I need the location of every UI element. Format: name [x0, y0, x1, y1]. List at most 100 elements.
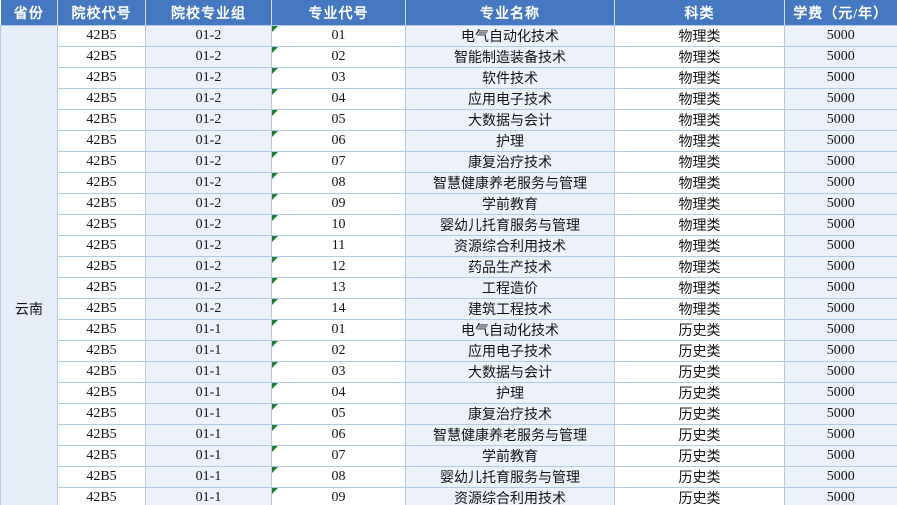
- college-code-cell[interactable]: 42B5: [57, 298, 146, 320]
- college-code-cell[interactable]: 42B5: [57, 46, 146, 68]
- category-cell[interactable]: 历史类: [614, 445, 785, 467]
- major-code-cell[interactable]: 05: [271, 109, 406, 131]
- fee-cell[interactable]: 5000: [784, 403, 897, 425]
- college-code-cell[interactable]: 42B5: [57, 88, 146, 110]
- college-code-cell[interactable]: 42B5: [57, 319, 146, 341]
- category-cell[interactable]: 物理类: [614, 214, 785, 236]
- major-name-cell[interactable]: 应用电子技术: [405, 340, 615, 362]
- college-group-cell[interactable]: 01-1: [145, 340, 272, 362]
- college-group-cell[interactable]: 01-1: [145, 487, 272, 505]
- major-name-cell[interactable]: 婴幼儿托育服务与管理: [405, 466, 615, 488]
- category-cell[interactable]: 历史类: [614, 319, 785, 341]
- fee-cell[interactable]: 5000: [784, 466, 897, 488]
- major-code-cell[interactable]: 04: [271, 88, 406, 110]
- category-cell[interactable]: 物理类: [614, 130, 785, 152]
- category-cell[interactable]: 物理类: [614, 67, 785, 89]
- college-group-cell[interactable]: 01-1: [145, 466, 272, 488]
- major-name-cell[interactable]: 学前教育: [405, 445, 615, 467]
- major-code-cell[interactable]: 02: [271, 340, 406, 362]
- fee-cell[interactable]: 5000: [784, 25, 897, 47]
- category-cell[interactable]: 物理类: [614, 46, 785, 68]
- header-category[interactable]: 科类: [614, 0, 785, 26]
- college-code-cell[interactable]: 42B5: [57, 382, 146, 404]
- category-cell[interactable]: 物理类: [614, 88, 785, 110]
- category-cell[interactable]: 物理类: [614, 256, 785, 278]
- major-code-cell[interactable]: 07: [271, 445, 406, 467]
- college-code-cell[interactable]: 42B5: [57, 193, 146, 215]
- major-code-cell[interactable]: 08: [271, 172, 406, 194]
- college-group-cell[interactable]: 01-2: [145, 298, 272, 320]
- header-college-code[interactable]: 院校代号: [57, 0, 146, 26]
- major-code-cell[interactable]: 03: [271, 67, 406, 89]
- fee-cell[interactable]: 5000: [784, 214, 897, 236]
- category-cell[interactable]: 历史类: [614, 466, 785, 488]
- fee-cell[interactable]: 5000: [784, 235, 897, 257]
- major-name-cell[interactable]: 学前教育: [405, 193, 615, 215]
- major-name-cell[interactable]: 护理: [405, 130, 615, 152]
- college-group-cell[interactable]: 01-1: [145, 319, 272, 341]
- major-name-cell[interactable]: 资源综合利用技术: [405, 487, 615, 505]
- college-group-cell[interactable]: 01-2: [145, 214, 272, 236]
- major-name-cell[interactable]: 资源综合利用技术: [405, 235, 615, 257]
- category-cell[interactable]: 物理类: [614, 172, 785, 194]
- college-code-cell[interactable]: 42B5: [57, 214, 146, 236]
- college-code-cell[interactable]: 42B5: [57, 25, 146, 47]
- major-name-cell[interactable]: 婴幼儿托育服务与管理: [405, 214, 615, 236]
- major-name-cell[interactable]: 工程造价: [405, 277, 615, 299]
- college-code-cell[interactable]: 42B5: [57, 403, 146, 425]
- header-college-group[interactable]: 院校专业组: [145, 0, 272, 26]
- college-code-cell[interactable]: 42B5: [57, 487, 146, 505]
- province-cell[interactable]: 云南: [0, 25, 58, 505]
- category-cell[interactable]: 历史类: [614, 487, 785, 505]
- college-group-cell[interactable]: 01-2: [145, 193, 272, 215]
- college-group-cell[interactable]: 01-2: [145, 88, 272, 110]
- major-name-cell[interactable]: 康复治疗技术: [405, 151, 615, 173]
- header-major-code[interactable]: 专业代号: [271, 0, 406, 26]
- major-name-cell[interactable]: 智慧健康养老服务与管理: [405, 172, 615, 194]
- category-cell[interactable]: 历史类: [614, 382, 785, 404]
- college-group-cell[interactable]: 01-2: [145, 130, 272, 152]
- major-code-cell[interactable]: 07: [271, 151, 406, 173]
- college-group-cell[interactable]: 01-2: [145, 235, 272, 257]
- college-group-cell[interactable]: 01-1: [145, 382, 272, 404]
- fee-cell[interactable]: 5000: [784, 109, 897, 131]
- major-code-cell[interactable]: 06: [271, 130, 406, 152]
- major-code-cell[interactable]: 01: [271, 319, 406, 341]
- college-group-cell[interactable]: 01-2: [145, 67, 272, 89]
- category-cell[interactable]: 历史类: [614, 424, 785, 446]
- header-major-name[interactable]: 专业名称: [405, 0, 615, 26]
- major-code-cell[interactable]: 09: [271, 487, 406, 505]
- college-code-cell[interactable]: 42B5: [57, 256, 146, 278]
- category-cell[interactable]: 物理类: [614, 109, 785, 131]
- college-code-cell[interactable]: 42B5: [57, 466, 146, 488]
- college-code-cell[interactable]: 42B5: [57, 277, 146, 299]
- fee-cell[interactable]: 5000: [784, 193, 897, 215]
- college-code-cell[interactable]: 42B5: [57, 67, 146, 89]
- fee-cell[interactable]: 5000: [784, 46, 897, 68]
- category-cell[interactable]: 物理类: [614, 298, 785, 320]
- major-name-cell[interactable]: 护理: [405, 382, 615, 404]
- fee-cell[interactable]: 5000: [784, 277, 897, 299]
- fee-cell[interactable]: 5000: [784, 130, 897, 152]
- major-code-cell[interactable]: 03: [271, 361, 406, 383]
- fee-cell[interactable]: 5000: [784, 340, 897, 362]
- major-name-cell[interactable]: 智慧健康养老服务与管理: [405, 424, 615, 446]
- major-name-cell[interactable]: 药品生产技术: [405, 256, 615, 278]
- college-group-cell[interactable]: 01-1: [145, 445, 272, 467]
- major-code-cell[interactable]: 10: [271, 214, 406, 236]
- category-cell[interactable]: 物理类: [614, 151, 785, 173]
- fee-cell[interactable]: 5000: [784, 361, 897, 383]
- category-cell[interactable]: 历史类: [614, 361, 785, 383]
- college-group-cell[interactable]: 01-2: [145, 256, 272, 278]
- major-name-cell[interactable]: 大数据与会计: [405, 109, 615, 131]
- college-code-cell[interactable]: 42B5: [57, 424, 146, 446]
- major-name-cell[interactable]: 智能制造装备技术: [405, 46, 615, 68]
- major-code-cell[interactable]: 09: [271, 193, 406, 215]
- major-name-cell[interactable]: 电气自动化技术: [405, 25, 615, 47]
- college-code-cell[interactable]: 42B5: [57, 235, 146, 257]
- college-group-cell[interactable]: 01-2: [145, 277, 272, 299]
- major-code-cell[interactable]: 13: [271, 277, 406, 299]
- major-name-cell[interactable]: 应用电子技术: [405, 88, 615, 110]
- college-code-cell[interactable]: 42B5: [57, 361, 146, 383]
- college-code-cell[interactable]: 42B5: [57, 340, 146, 362]
